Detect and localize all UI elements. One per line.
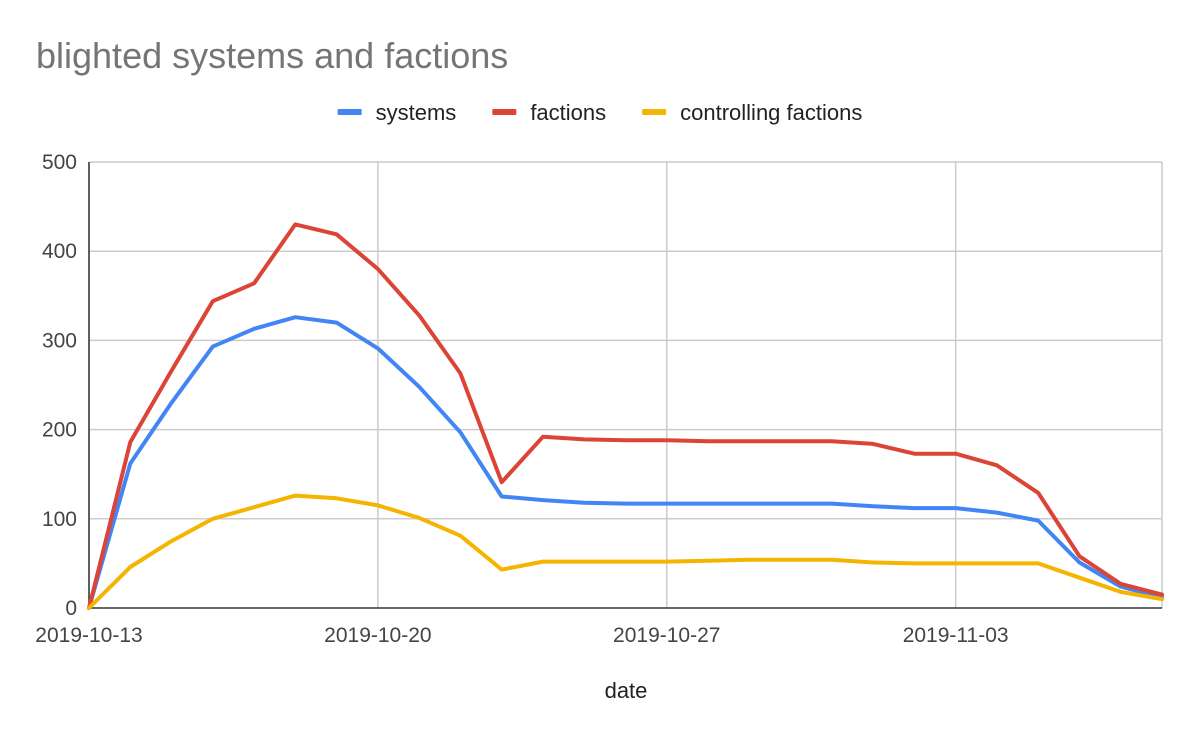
legend: systems factions controlling factions xyxy=(337,100,862,125)
x-tick-label: 2019-11-03 xyxy=(903,624,1009,647)
x-tick-label: 2019-10-20 xyxy=(324,624,431,647)
legend-swatch-systems xyxy=(337,109,362,115)
series-line-factions xyxy=(87,222,1164,610)
legend-label: factions xyxy=(530,100,606,125)
legend-swatch-controlling-factions xyxy=(642,109,667,115)
series-line-systems xyxy=(87,315,1164,610)
legend-label: controlling factions xyxy=(680,100,862,125)
x-axis-label: date xyxy=(605,678,648,703)
x-tick-label: 2019-10-13 xyxy=(35,624,142,647)
legend-label: systems xyxy=(376,100,457,125)
y-tick-label: 500 xyxy=(42,151,77,174)
series-line-controlling-factions xyxy=(87,493,1164,610)
series-lines xyxy=(87,222,1164,610)
legend-swatch-factions xyxy=(492,109,517,115)
y-tick-label: 100 xyxy=(42,508,77,531)
axes: 0 100 200 300 400 500 2019-10-13 2019-10-20 2019… xyxy=(35,151,1162,647)
grid xyxy=(88,161,1163,608)
x-tick-label: 2019-10-27 xyxy=(613,624,720,647)
chart-title: blighted systems and factions xyxy=(36,35,508,76)
y-tick-label: 400 xyxy=(42,240,77,263)
y-tick-label: 0 xyxy=(65,597,77,620)
y-tick-label: 200 xyxy=(42,419,77,442)
y-tick-label: 300 xyxy=(42,329,77,352)
